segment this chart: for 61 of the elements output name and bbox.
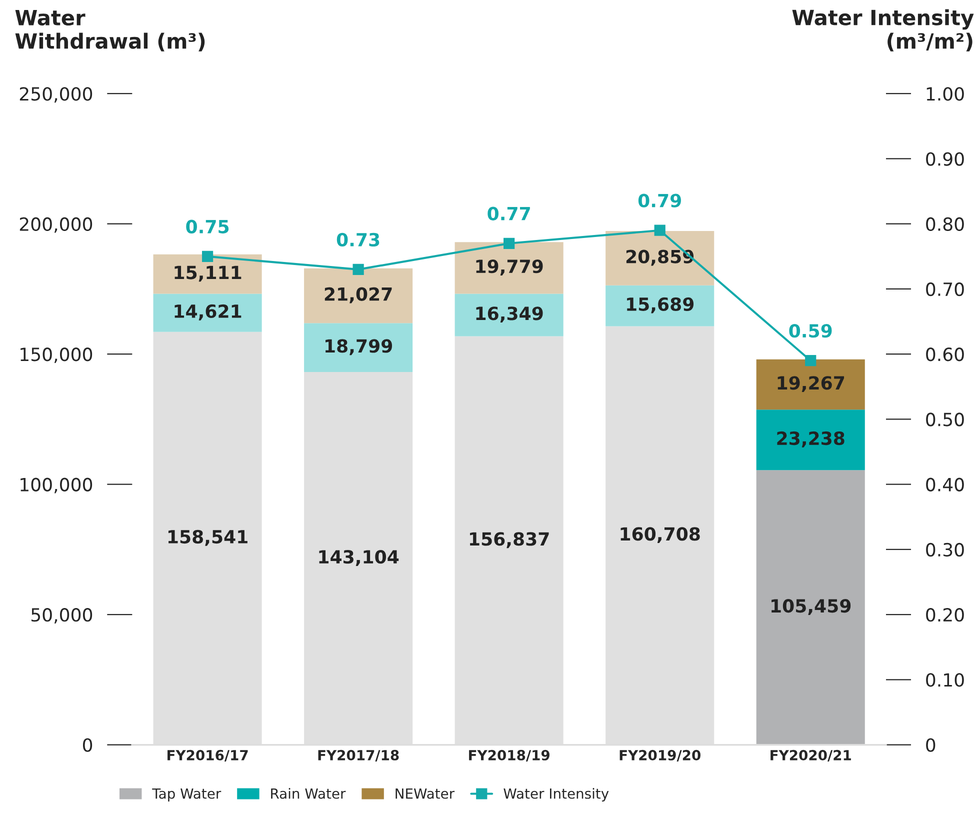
y2-tick-label: 0.10 bbox=[926, 673, 964, 687]
data-label: 16,349 bbox=[476, 306, 543, 323]
data-label: 15,689 bbox=[627, 297, 694, 314]
point bbox=[504, 238, 515, 249]
bar bbox=[454, 242, 564, 294]
y2-tick-label: 0.80 bbox=[926, 217, 964, 231]
x-tick-label: FY2019/20 bbox=[620, 750, 700, 762]
y2-tick-label: 1.00 bbox=[926, 87, 964, 101]
data-label: 0.75 bbox=[186, 220, 229, 234]
bar bbox=[153, 294, 262, 332]
data-label: 0.59 bbox=[789, 324, 832, 338]
data-label: 15,111 bbox=[174, 266, 242, 282]
y-tick-label: 0 bbox=[82, 738, 92, 752]
y2-tick-label: 0.90 bbox=[926, 152, 964, 166]
y2-tick-label: 0 bbox=[926, 738, 936, 752]
y2-tick-label: 0.40 bbox=[926, 478, 964, 492]
point bbox=[202, 250, 214, 262]
legend-label: Tap Water bbox=[152, 788, 222, 802]
data-label: 21,027 bbox=[324, 287, 392, 304]
y2-tick-label: 0.60 bbox=[926, 348, 964, 362]
point bbox=[805, 355, 816, 366]
data-label: 105,459 bbox=[772, 599, 851, 616]
y-tick-label: 50,000 bbox=[31, 608, 92, 624]
x-tick-label: FY2017/18 bbox=[318, 750, 399, 762]
data-label: 18,799 bbox=[326, 339, 392, 356]
y2-tick-label: 0.50 bbox=[926, 412, 964, 426]
x-tick-label: FY2016/17 bbox=[168, 750, 248, 762]
legend-label: Water Intensity bbox=[504, 788, 609, 802]
bar bbox=[756, 470, 865, 745]
y-tick-label: 150,000 bbox=[20, 348, 92, 364]
y2-tick-label: 0.30 bbox=[926, 542, 964, 557]
y2-tick-label: 0.70 bbox=[926, 282, 964, 296]
y2-tick-label: 0.20 bbox=[926, 608, 964, 622]
data-label: 143,104 bbox=[319, 550, 399, 566]
bar bbox=[304, 268, 413, 324]
point bbox=[654, 224, 666, 236]
x-tick-label: FY2018/19 bbox=[469, 750, 550, 762]
bar bbox=[756, 410, 865, 470]
y-tick-label: 250,000 bbox=[20, 87, 92, 103]
data-label: 0.79 bbox=[638, 194, 681, 208]
bar bbox=[304, 323, 413, 372]
data-label: 19,267 bbox=[778, 376, 844, 392]
data-label: 23,238 bbox=[777, 431, 844, 448]
data-label: 160,708 bbox=[620, 527, 700, 544]
data-label: 156,837 bbox=[470, 532, 549, 548]
data-label: 0.73 bbox=[336, 232, 380, 246]
data-label: 0.77 bbox=[488, 206, 530, 220]
data-label: 158,541 bbox=[168, 530, 248, 546]
legend-label: NEWater bbox=[396, 788, 455, 799]
point bbox=[352, 264, 364, 275]
data-label: 14,621 bbox=[174, 304, 242, 320]
bar bbox=[756, 359, 865, 410]
y-tick-label: 200,000 bbox=[20, 217, 92, 233]
data-label: 19,779 bbox=[476, 260, 543, 276]
y-tick-label: 100,000 bbox=[20, 478, 92, 494]
x-tick-label: FY2020/21 bbox=[770, 750, 851, 762]
y-axis-title: Water Withdrawal (m³) bbox=[15, 10, 205, 52]
bar bbox=[454, 294, 564, 336]
y2-axis-title: Water Intensity (m³/m²) bbox=[792, 9, 974, 52]
data-label: 20,859 bbox=[626, 250, 694, 266]
legend-label: Rain Water bbox=[271, 788, 346, 799]
